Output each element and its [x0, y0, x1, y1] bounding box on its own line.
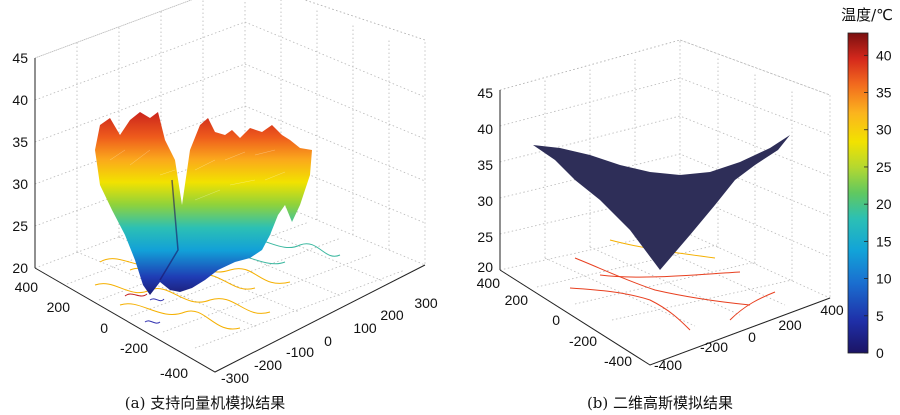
panel-b-x-tick: 400 — [820, 302, 844, 318]
panel-a-y-tick: -200 — [120, 340, 148, 356]
panel-b-y-tick-labels: 400 200 0 -200 -400 — [477, 275, 633, 369]
colorbar-tick-label: 30 — [876, 122, 892, 138]
panel-b-x-tick: 0 — [748, 329, 756, 345]
panel-b-surface — [533, 135, 790, 270]
panel-b-caption: (b) 二维高斯模拟结果 — [587, 394, 733, 412]
panel-b-z-tick: 40 — [477, 121, 493, 137]
panel-a-z-tick: 25 — [12, 218, 28, 234]
panel-b-x-tick: -200 — [700, 339, 728, 355]
panel-b: 45 40 35 30 25 20 400 200 0 -200 -400 -4… — [477, 39, 844, 412]
panel-a-z-tick: 45 — [12, 50, 28, 66]
panel-b-y-tick: 400 — [477, 275, 501, 291]
panel-a-z-tick: 20 — [12, 260, 28, 276]
panel-a-x-tick: 100 — [353, 320, 377, 336]
panel-b-x-tick: 200 — [778, 317, 802, 333]
colorbar-tick-label: 5 — [876, 308, 884, 324]
panel-a-axes: 45 40 35 30 25 20 400 200 0 -200 -400 -3… — [12, 50, 437, 386]
colorbar: 温度/℃ 0 5 10 15 20 25 30 35 40 — [841, 6, 893, 361]
panel-a-x-tick: 300 — [414, 295, 438, 311]
panel-b-z-tick: 45 — [477, 85, 493, 101]
panel-a-x-tick: -200 — [254, 357, 282, 373]
colorbar-tick-label: 25 — [876, 159, 892, 175]
colorbar-tick-label: 35 — [876, 85, 892, 101]
panel-b-y-tick: -200 — [569, 333, 597, 349]
panel-a-x-tick: -100 — [286, 344, 314, 360]
panel-a-y-tick: 0 — [100, 320, 108, 336]
panel-b-z-tick: 30 — [477, 193, 493, 209]
panel-a-z-tick-labels: 45 40 35 30 25 20 — [12, 50, 28, 276]
panel-b-z-tick: 20 — [477, 259, 493, 275]
panel-b-contours — [569, 239, 776, 331]
panel-a-y-tick-labels: 400 200 0 -200 -400 — [15, 279, 189, 381]
colorbar-tick-label: 20 — [876, 196, 892, 212]
panel-b-x-tick: -400 — [654, 357, 682, 373]
panel-a-y-tick: 200 — [47, 299, 71, 315]
panel-b-x-tick-labels: -400 -200 0 200 400 — [654, 302, 844, 373]
colorbar-tick-label: 15 — [876, 233, 892, 249]
panel-a-z-tick: 35 — [12, 134, 28, 150]
colorbar-tick-labels: 0 5 10 15 20 25 30 35 40 — [864, 47, 892, 361]
panel-b-z-tick: 25 — [477, 229, 493, 245]
panel-a-x-tick: -300 — [221, 370, 249, 386]
panel-a-caption: (a) 支持向量机模拟结果 — [125, 394, 285, 412]
colorbar-tick-label: 0 — [876, 345, 884, 361]
panel-a-x-tick: 0 — [324, 333, 332, 349]
panel-a-x-tick: 200 — [380, 307, 404, 323]
colorbar-title: 温度/℃ — [841, 6, 893, 24]
panel-b-y-tick: -400 — [604, 353, 632, 369]
panel-a-x-tick-labels: -300 -200 -100 0 100 200 300 — [221, 295, 438, 386]
panel-a: 45 40 35 30 25 20 400 200 0 -200 -400 -3… — [12, 0, 438, 412]
panel-b-z-tick-labels: 45 40 35 30 25 20 — [477, 85, 493, 275]
colorbar-tick-label: 40 — [876, 47, 892, 63]
panel-a-z-tick: 40 — [12, 92, 28, 108]
panel-b-axes: 45 40 35 30 25 20 400 200 0 -200 -400 -4… — [477, 85, 844, 373]
panel-b-z-tick: 35 — [477, 157, 493, 173]
colorbar-tick-label: 10 — [876, 271, 892, 287]
panel-a-y-tick: 400 — [15, 279, 39, 295]
panel-a-surface — [95, 112, 312, 295]
colorbar-gradient — [847, 32, 869, 354]
panel-a-z-tick: 30 — [12, 176, 28, 192]
panel-b-y-tick: 200 — [505, 292, 529, 308]
panel-a-y-tick: -400 — [160, 365, 188, 381]
panel-b-y-tick: 0 — [552, 312, 560, 328]
